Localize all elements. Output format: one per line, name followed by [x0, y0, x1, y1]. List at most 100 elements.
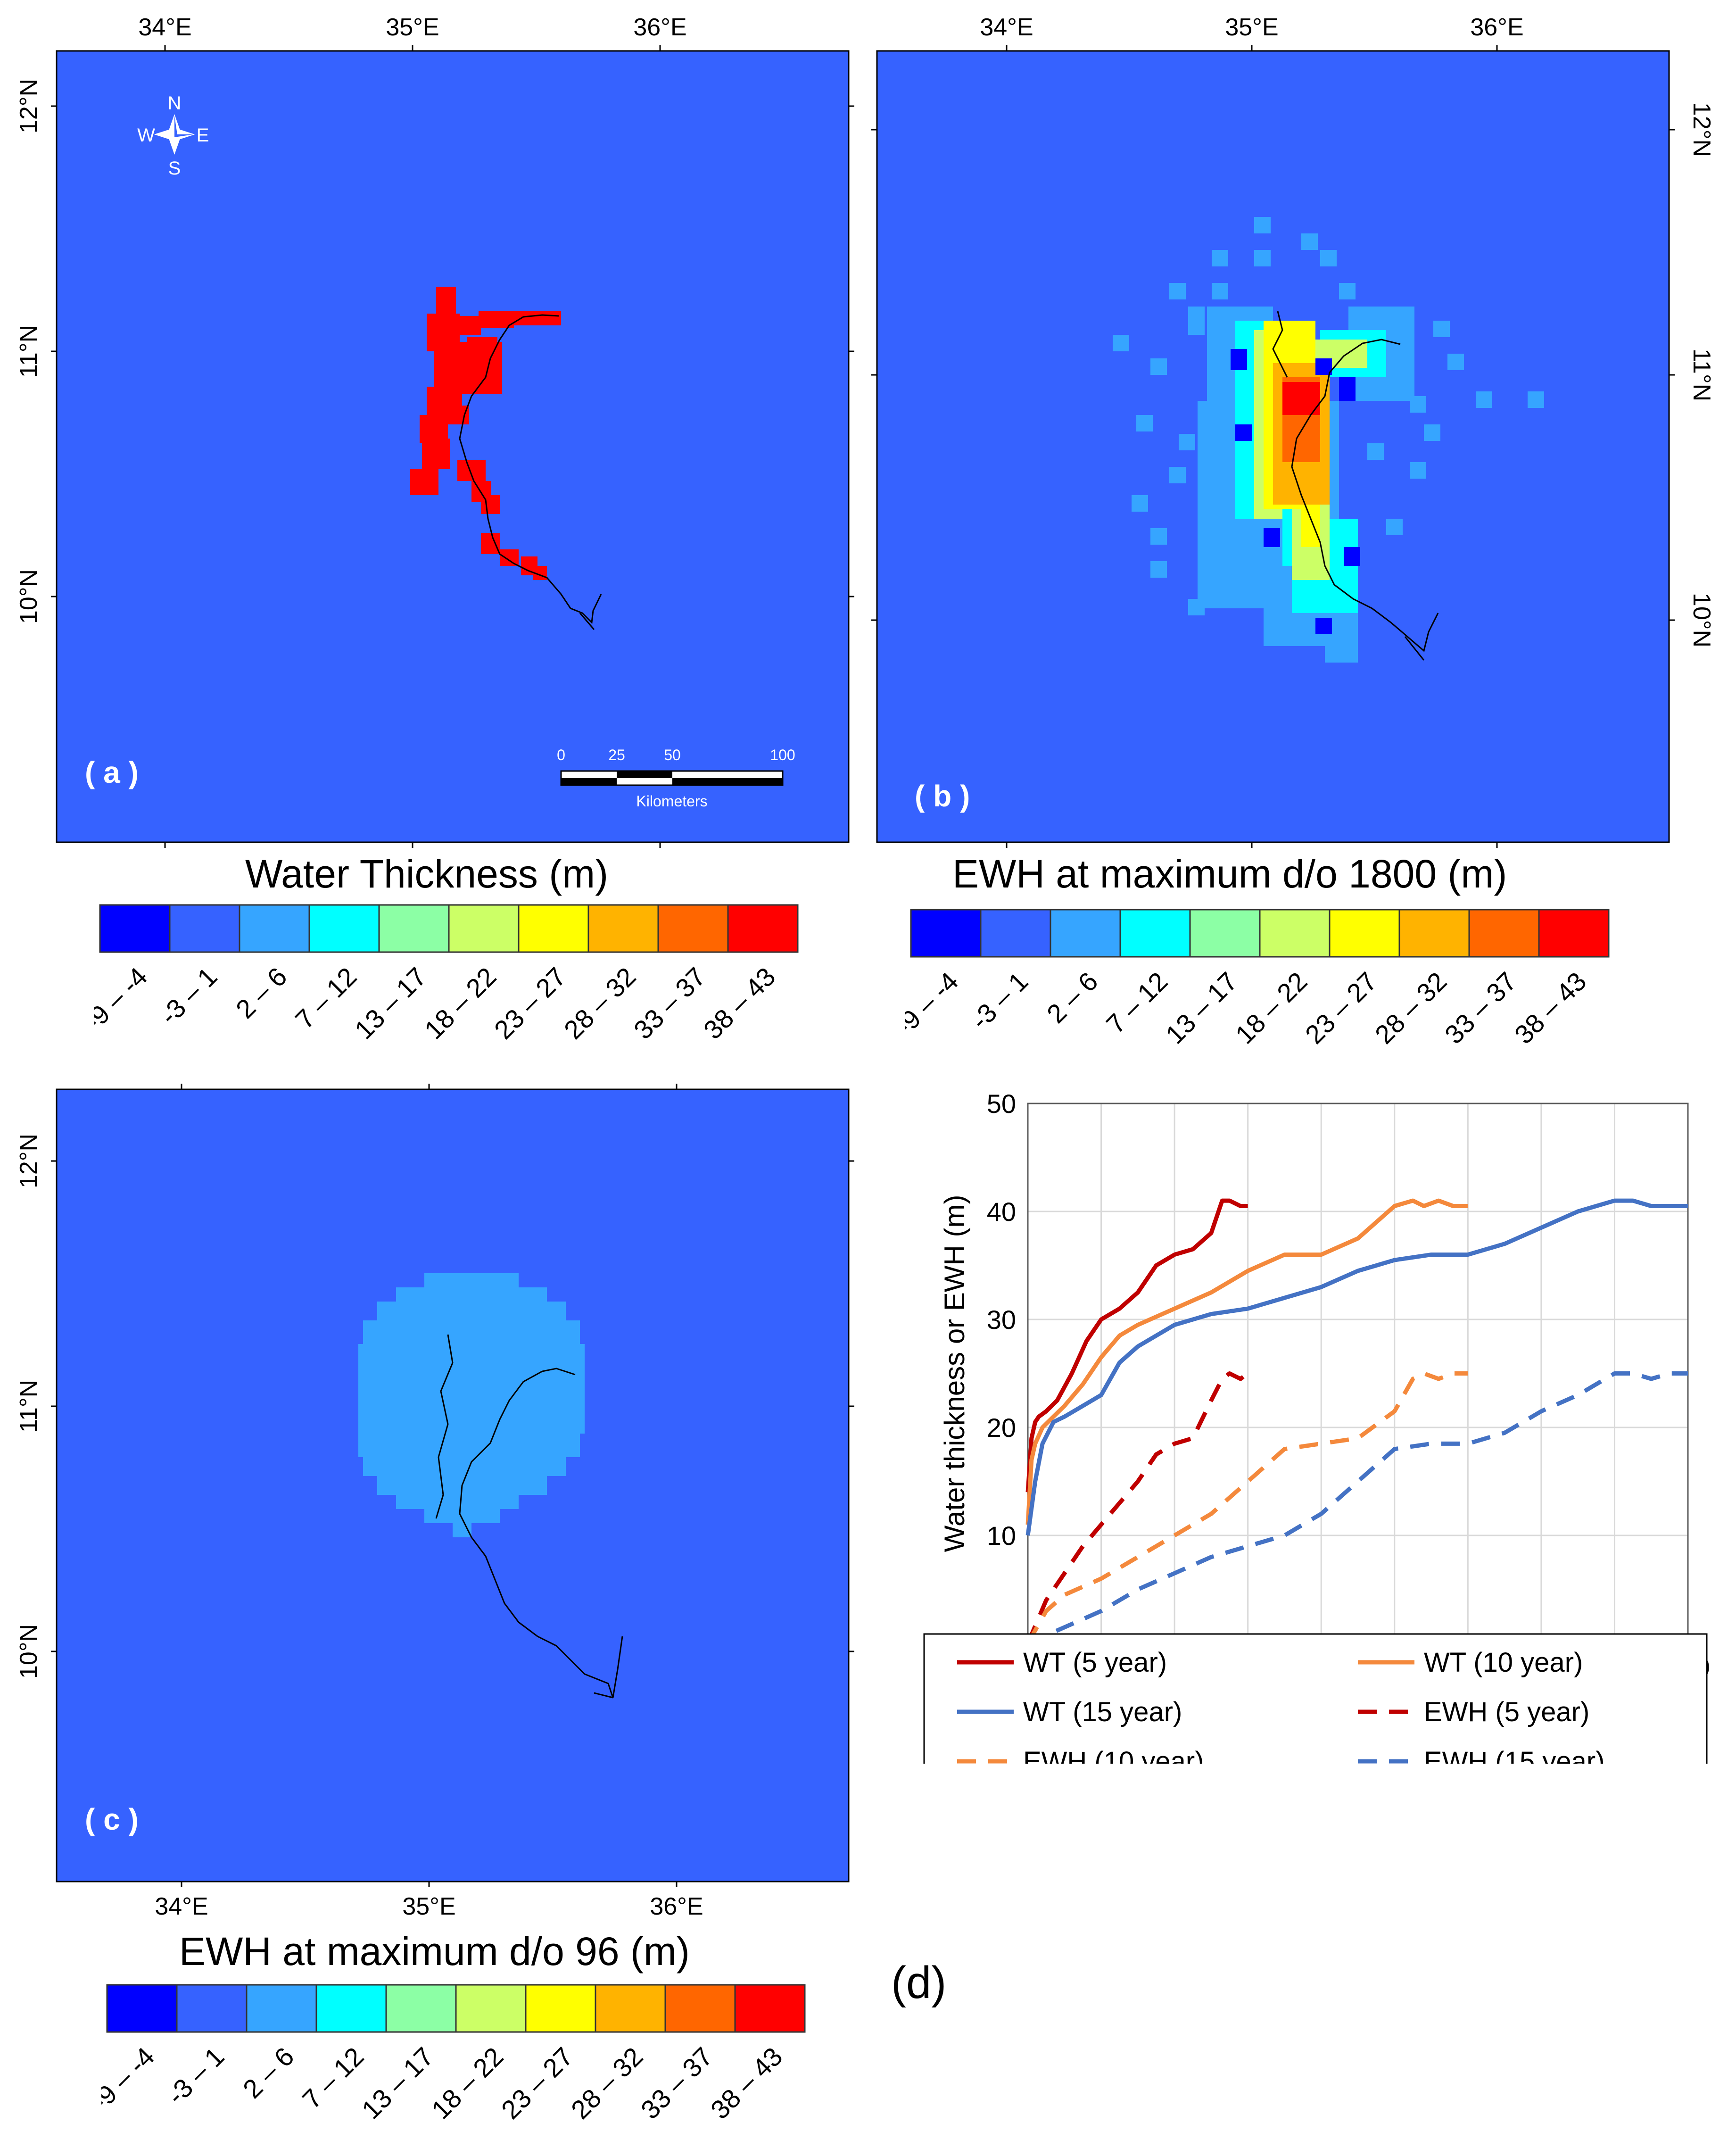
colorbar-c-swatch-9 — [734, 1984, 806, 2033]
colorbar-c-bin-label-5: 18 – 22 — [426, 2041, 509, 2125]
compass-w: W — [137, 125, 155, 146]
compass-n: N — [168, 93, 182, 114]
lat-tick-c-10: 10°N — [15, 1624, 42, 1679]
lon-tick-b-36: 36°E — [1470, 14, 1523, 41]
colorbar-b-swatch-8 — [1468, 909, 1540, 958]
colorbar-a-bin-label-7: 28 – 32 — [558, 962, 642, 1045]
colorbar-c-bin-label-0: -9 – -4 — [101, 2041, 160, 2116]
legend-label-ewh10: EWH (10 year) — [1023, 1746, 1204, 1764]
colorbar-a-swatch-5 — [448, 904, 520, 953]
lon-tick-a-36: 36°E — [633, 14, 686, 41]
colorbar-b-swatch-4 — [1189, 909, 1261, 958]
colorbar-b-swatch-2 — [1050, 909, 1121, 958]
lon-tick-b-35: 35°E — [1225, 14, 1278, 41]
panel-c-label: ( c ) — [85, 1802, 139, 1836]
scale-tick-100: 100 — [770, 746, 795, 763]
colorbar-a-swatch-0 — [99, 904, 171, 953]
colorbar-a-swatch-7 — [587, 904, 659, 953]
series-ewh5 — [1025, 1371, 1249, 1644]
y-tick-label-3: 30 — [987, 1305, 1016, 1335]
legend-label-ewh5: EWH (5 year) — [1424, 1697, 1589, 1727]
colorbar-b-bin-label-6: 23 – 27 — [1299, 966, 1383, 1050]
colorbar-a-bin-label-8: 33 – 37 — [628, 962, 711, 1045]
colorbar-a-bin-label-9: 38 – 43 — [698, 962, 781, 1045]
colorbar-c-swatch-8 — [664, 1984, 736, 2033]
scale-tick-0: 0 — [557, 746, 565, 763]
water-body-a — [410, 287, 561, 580]
colorbar-b-bin-label-7: 28 – 32 — [1369, 966, 1453, 1050]
river-outline-a — [459, 314, 602, 630]
colorbar-c-bin-label-9: 38 – 43 — [705, 2041, 788, 2125]
legend-label-wt10: WT (10 year) — [1424, 1647, 1583, 1678]
compass-s: S — [168, 158, 181, 179]
colorbar-b-bin-label-2: 2 – 6 — [1041, 966, 1104, 1029]
lat-tick-a-12: 12°N — [15, 79, 42, 133]
colorbar-c-bin-label-7: 28 – 32 — [565, 2041, 649, 2125]
colorbar-c-bin-label-4: 13 – 17 — [356, 2041, 439, 2125]
y-tick-label-5: 50 — [987, 1089, 1016, 1119]
colorbar-c-swatch-4 — [385, 1984, 457, 2033]
colorbar-c-swatch-5 — [455, 1984, 527, 2033]
lon-tick-c-34: 34°E — [155, 1893, 208, 1920]
lat-tick-c-11: 11°N — [15, 1380, 42, 1433]
y-tick-label-4: 40 — [987, 1197, 1016, 1227]
colorbar-b-swatch-6 — [1329, 909, 1400, 958]
colorbar-b-bin-label-8: 33 – 37 — [1439, 966, 1522, 1050]
colorbar-c-bin-label-1: -3 – 1 — [161, 2041, 230, 2110]
colorbar-a-swatch-4 — [378, 904, 450, 953]
colorbar-c-bin-label-6: 23 – 27 — [496, 2041, 579, 2125]
lat-tick-a-10: 10°N — [15, 569, 42, 624]
colorbar-a-bin-label-6: 23 – 27 — [488, 962, 572, 1045]
colorbar-a-bin-label-0: -9 – -4 — [94, 962, 153, 1037]
legend-label-wt15: WT (15 year) — [1023, 1697, 1182, 1727]
colorbar-b-swatch-1 — [980, 909, 1051, 958]
colorbar-c-swatch-7 — [595, 1984, 666, 2033]
colorbar-c-swatch-6 — [525, 1984, 596, 2033]
lat-tick-c-12: 12°N — [15, 1134, 42, 1188]
colorbar-a-bin-label-1: -3 – 1 — [154, 962, 223, 1030]
colorbar-a-swatch-8 — [657, 904, 729, 953]
colorbar-c-swatch-3 — [315, 1984, 387, 2033]
lon-tick-c-36: 36°E — [650, 1893, 703, 1920]
scale-unit: Kilometers — [636, 793, 707, 810]
colorbar-c-swatch-2 — [246, 1984, 317, 2033]
lon-tick-a-35: 35°E — [386, 14, 439, 41]
river-outline-b — [1272, 311, 1439, 661]
panel-a-title: Water Thickness (m) — [245, 852, 609, 896]
colorbar-c-swatch-1 — [176, 1984, 248, 2033]
colorbar-b-bin-label-1: -3 – 1 — [965, 966, 1034, 1035]
colorbar-b-swatch-5 — [1259, 909, 1331, 958]
ewh-grid-b — [1113, 217, 1544, 663]
panel-b-label: ( b ) — [915, 779, 970, 813]
panel-b-map: ( b ) 34°E 35°E 36°E 12°N 11°N 10°N — [871, 14, 1715, 848]
colorbar-c-swatch-0 — [106, 1984, 178, 2033]
panel-b-title: EWH at maximum d/o 1800 (m) — [952, 852, 1507, 896]
colorbar-a-swatch-6 — [518, 904, 589, 953]
legend-label-wt5: WT (5 year) — [1023, 1647, 1167, 1678]
series-ewh15 — [1027, 1371, 1688, 1646]
lon-tick-b-34: 34°E — [980, 14, 1033, 41]
colorbar-b-bin-label-5: 18 – 22 — [1230, 966, 1313, 1050]
panel-a-map: N S W E 0 25 50 100 Kilometers ( a ) 34°… — [15, 14, 854, 848]
panel-c-map: ( c ) 34°E 35°E 36°E 12°N 11°N 10°N 12°N… — [15, 1084, 854, 1920]
y-tick-label-2: 20 — [987, 1413, 1016, 1443]
series-wt10 — [1025, 1198, 1468, 1525]
series-wt15 — [1025, 1198, 1688, 1536]
colorbar-a-swatch-1 — [169, 904, 240, 953]
colorbar-a-swatch-2 — [239, 904, 310, 953]
map-a-frame — [56, 50, 850, 843]
colorbar-c-bin-label-2: 2 – 6 — [237, 2041, 300, 2104]
colorbar-b-swatch-3 — [1119, 909, 1191, 958]
colorbar-a-bin-label-4: 13 – 17 — [349, 962, 432, 1045]
colorbar-b-swatch-7 — [1398, 909, 1470, 958]
series-wt5 — [1025, 1198, 1248, 1493]
panel-d-label: (d) — [891, 1957, 947, 2008]
line-chart: 02040608010012014016018001020304050Month… — [923, 1089, 1710, 1764]
scale-tick-25: 25 — [608, 746, 625, 763]
compass-e: E — [197, 125, 209, 146]
panel-c-title: EWH at maximum d/o 96 (m) — [179, 1929, 690, 1974]
lon-tick-a-34: 34°E — [138, 14, 191, 41]
